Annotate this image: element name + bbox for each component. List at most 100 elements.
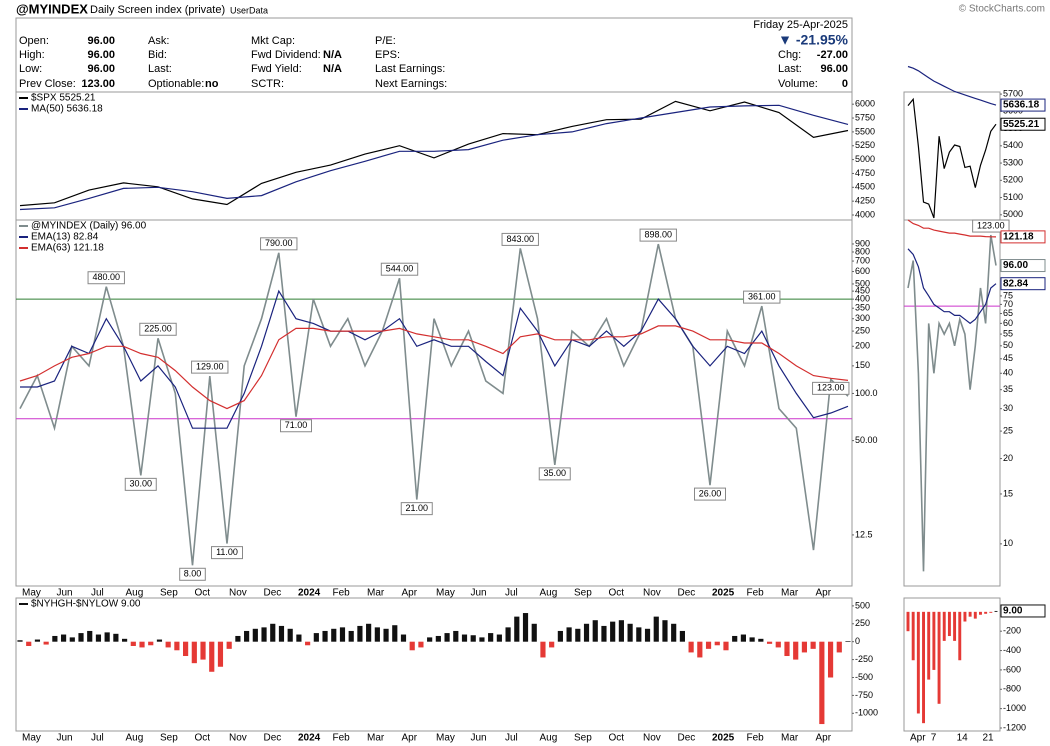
bar	[156, 639, 163, 642]
bar	[819, 641, 825, 725]
bar	[392, 625, 398, 642]
y-tick-label: 75	[1003, 290, 1013, 300]
x-tick-label: 2024	[298, 588, 321, 599]
bar	[549, 641, 555, 648]
bar	[644, 628, 651, 642]
y-tick-label: 55	[1003, 328, 1013, 338]
y-tick-label: 250	[855, 325, 870, 335]
bar	[749, 637, 755, 642]
bar	[522, 613, 529, 642]
y-tick-label: 50.00	[855, 435, 878, 445]
y-tick-label: -750	[855, 690, 873, 700]
x-tick-label: Jul	[91, 733, 104, 744]
bar	[409, 641, 415, 651]
y-tick-label: 700	[855, 255, 870, 265]
field-label: Prev Close:	[19, 78, 76, 90]
x-tick-label: Jul	[505, 588, 518, 599]
bar	[740, 634, 746, 642]
panel-frame	[903, 219, 1001, 587]
bar	[209, 641, 215, 672]
y-tick-label: 4500	[855, 182, 875, 192]
y-tick-label: 5000	[1003, 209, 1023, 219]
field-value: 123.00	[81, 78, 115, 90]
series-line	[19, 243, 849, 566]
bar	[653, 616, 659, 642]
x-tick-label: Nov	[229, 588, 247, 599]
value-label-box	[211, 546, 243, 560]
bar	[69, 637, 75, 642]
x-tick-label: Nov	[229, 733, 247, 744]
bar	[968, 611, 972, 617]
bar	[514, 616, 520, 642]
y-tick-label: 65	[1003, 308, 1013, 318]
y-tick-label: 250	[855, 618, 870, 628]
bar	[601, 625, 607, 642]
bar	[148, 641, 154, 646]
bar	[313, 633, 319, 642]
x-tick-label: Apr	[816, 733, 832, 744]
y-tick-label: 350	[855, 303, 870, 313]
value-label-box	[124, 477, 157, 491]
bar	[183, 641, 189, 657]
value-label-box	[972, 219, 1010, 233]
y-tick-label: -200	[1003, 626, 1021, 636]
bar	[453, 630, 459, 642]
bar	[113, 633, 119, 642]
copyright: © StockCharts.com	[959, 4, 1045, 15]
symbol: @MYINDEX	[16, 1, 88, 16]
value-label-box	[812, 381, 850, 395]
value-label: 790.00	[265, 238, 293, 248]
value-label: 843.00	[506, 234, 534, 244]
bar	[418, 641, 424, 648]
y-tick-label: 800	[855, 246, 870, 256]
bar	[95, 634, 102, 642]
bar	[43, 641, 49, 645]
bar	[252, 628, 258, 642]
value-label-box	[280, 419, 312, 433]
last-value-box	[1000, 117, 1046, 131]
x-tick-label: Mar	[781, 733, 799, 744]
x-tick-label: Jun	[57, 588, 73, 599]
x-tick-label: Jul	[505, 733, 518, 744]
y-tick-label: 15	[1003, 488, 1013, 498]
bar	[942, 611, 946, 641]
value-label-box	[179, 567, 206, 581]
x-tick-label: Feb	[333, 733, 351, 744]
subtitle: Daily Screen index (private)	[90, 4, 225, 16]
bar	[679, 630, 685, 642]
bar	[78, 633, 84, 642]
value-label-box	[694, 487, 726, 501]
bar	[973, 611, 977, 619]
last-value-box	[1000, 604, 1046, 618]
field-label: Fwd Yield:	[251, 63, 302, 75]
bar	[305, 641, 311, 646]
x-tick-label: 21	[982, 733, 994, 744]
source: UserData	[230, 5, 268, 15]
value-label: 30.00	[129, 479, 152, 489]
legend-label: EMA(13) 82.84	[31, 232, 99, 243]
y-tick-label: 45	[1003, 353, 1013, 363]
x-tick-label: Oct	[609, 733, 625, 744]
x-tick-label: Aug	[540, 588, 558, 599]
bar	[139, 641, 145, 648]
y-tick-label: 4250	[855, 196, 875, 206]
bar	[505, 627, 511, 642]
bar	[705, 641, 712, 649]
value-label: 361.00	[748, 291, 776, 301]
y-tick-label: 4000	[855, 209, 875, 219]
bar	[52, 635, 58, 642]
y-tick-label: -1000	[1003, 703, 1026, 713]
x-tick-label: Dec	[264, 733, 282, 744]
value-label-box	[191, 360, 229, 374]
bar	[488, 633, 494, 642]
field-label: Chg:	[778, 49, 801, 61]
bar	[60, 634, 67, 642]
bar	[592, 620, 598, 642]
bar	[122, 638, 128, 642]
y-tick-label: 5500	[855, 126, 875, 136]
bar	[775, 641, 781, 648]
y-tick-label: 5250	[855, 140, 875, 150]
y-tick-label: 400	[855, 294, 870, 304]
x-tick-label: Mar	[367, 733, 385, 744]
x-tick-label: Jul	[91, 588, 104, 599]
